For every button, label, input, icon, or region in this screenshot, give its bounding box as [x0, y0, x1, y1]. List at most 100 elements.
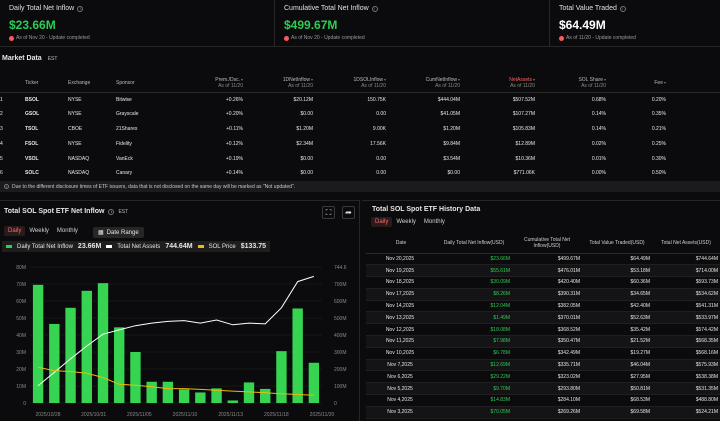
col-1d-inflow[interactable]: 1DNetInflow As of 11/20: [243, 75, 313, 93]
legend-swatch-price: [197, 245, 204, 248]
cell-rank: 2: [0, 111, 3, 118]
table-row: Nov 3,2025 $70.05M $269.26M $69.58M $524.21M: [366, 406, 720, 419]
chart-legend: Daily Total Net Inflow 23.66M Total Net …: [2, 241, 270, 252]
cell-oned: $0.00: [300, 111, 313, 118]
x-tick-label: 2025/11/13: [218, 412, 243, 418]
disclosure-notice: i Due to the different disclosure times …: [0, 181, 720, 192]
table-row[interactable]: 5 VSOL NASDAQ VanEck +0.19% $0.00 0.00 $3.54M $1…: [0, 151, 720, 166]
table-row: Nov 11,2025 $7.98M $350.47M $21.52M $568.35M: [366, 335, 720, 348]
x-tick-label: 2025/10/31: [81, 412, 106, 418]
col-net-assets[interactable]: NetAssets As of 11/20: [460, 75, 535, 93]
x-tick-label: 2025/11/20: [310, 412, 335, 418]
cell-cum: $370.01M: [512, 311, 582, 325]
info-icon[interactable]: i: [619, 5, 626, 12]
cell-traded: $42.40M: [582, 300, 652, 313]
cell-sponsor: Fidelity: [116, 140, 132, 147]
date-range-button[interactable]: ▦ Date Range: [93, 227, 144, 238]
cell-daily: $7.98M: [436, 335, 512, 348]
y-left-tick-label: 0: [23, 401, 26, 407]
cell-prem: +0.20%: [225, 111, 243, 118]
table-row: Nov 18,2025 $30.09M $420.40M $60.36M $593.73…: [366, 276, 720, 289]
table-row: Nov 6,2025 $29.22M $323.02M $27.95M $538.38M: [366, 370, 720, 384]
cell-cum: $284.10M: [512, 394, 582, 407]
stat-daily-inflow: Daily Total Net Inflow i $23.66M As of No…: [0, 0, 275, 47]
info-icon[interactable]: i: [108, 208, 115, 215]
cell-cum: $293.80M: [512, 382, 582, 396]
col-fee[interactable]: Fee: [606, 75, 666, 93]
cell-traded: $27.95M: [582, 370, 652, 384]
info-icon[interactable]: i: [77, 5, 84, 12]
tab-monthly[interactable]: Monthly: [423, 219, 445, 225]
cell-date: Nov 19,2025: [366, 264, 436, 278]
table-row[interactable]: 1 BSOL NYSE Bitwise +0.26% $20.12M 150.75K $444…: [0, 92, 720, 107]
tab-weekly[interactable]: Weekly: [29, 228, 49, 234]
cell-daily: $14.83M: [436, 394, 512, 407]
calendar-icon: ▦: [98, 230, 104, 236]
cell-share: 0.14%: [591, 111, 606, 118]
col-exchange[interactable]: Exchange: [68, 75, 116, 93]
cell-assets: $524.21M: [652, 406, 720, 419]
table-row: Nov 13,2025 $1.49M $370.01M $52.63M $533.97M: [366, 311, 720, 325]
cell-ticker: GSOL: [25, 111, 40, 118]
bar-daily-inflow: [97, 283, 109, 403]
cell-fee: 0.25%: [651, 140, 666, 147]
col-1d-sol-inflow[interactable]: 1DSOLInflow As of 11/20: [313, 75, 386, 93]
bar-daily-inflow: [276, 351, 287, 403]
sort-icon: [311, 78, 313, 81]
cell-date: Nov 20,2025: [366, 253, 436, 266]
market-data-table: Ticker Exchange Sponsor Prem./Dsc. As of …: [0, 75, 720, 181]
cell-traded: $60.36M: [582, 276, 652, 289]
table-row[interactable]: 4 FSOL NYSE Fidelity +0.12% $2.34M 17.56K $9.84…: [0, 136, 720, 151]
col-cum-inflow: Cumulative Total Net Inflow(USD): [512, 233, 582, 254]
col-ticker[interactable]: Ticker: [25, 75, 68, 93]
col-sponsor[interactable]: Sponsor: [116, 75, 173, 93]
cell-cum: $368.52M: [512, 323, 582, 337]
tab-weekly[interactable]: Weekly: [396, 219, 416, 225]
cell-date: Nov 3,2025: [366, 406, 436, 419]
tab-daily[interactable]: Daily: [4, 226, 26, 236]
table-row: Nov 19,2025 $55.61M $476.01M $53.18M $714.00…: [366, 264, 720, 278]
fullscreen-icon[interactable]: ⛶: [322, 206, 335, 219]
cell-rank: 4: [0, 140, 3, 147]
cell-net: $12.89M: [515, 140, 535, 147]
table-row[interactable]: 2 GSOL NYSE Grayscale +0.20% $0.00 0.00 $41.05M…: [0, 107, 720, 122]
y-right-tick-label: 744.6: [334, 265, 347, 271]
cell-traded: $52.63M: [582, 311, 652, 325]
cell-ticker: BSOL: [25, 96, 39, 103]
tab-monthly[interactable]: Monthly: [56, 228, 78, 234]
cell-daily: $44.48M: [436, 418, 512, 421]
net-inflow-chart[interactable]: 80M 70M 60M 50M 40M 30M 20M 10M 0 744.6 700M 600M 50…: [0, 255, 360, 421]
legend-swatch-inflow: [6, 245, 12, 248]
info-icon[interactable]: i: [371, 5, 378, 12]
cell-traded: $21.52M: [582, 335, 652, 348]
cell-assets: $593.73M: [652, 276, 720, 289]
share-icon[interactable]: ➦: [342, 206, 355, 219]
sort-icon: [241, 78, 243, 81]
cell-date: Nov 5,2025: [366, 382, 436, 396]
line-sol-price: [37, 366, 314, 396]
cell-daily: $70.05M: [436, 406, 512, 419]
col-sol-share[interactable]: SOL Share As of 11/20: [535, 75, 606, 93]
history-title: Total SOL Spot ETF History Data: [372, 206, 481, 213]
col-prem[interactable]: Prem./Dsc. As of 11/20: [173, 75, 243, 93]
cell-cum: $390.31M: [512, 288, 582, 301]
cell-sponsor: Bitwise: [116, 96, 132, 103]
y-right-tick-label: 0: [334, 401, 337, 407]
col-date: Date: [366, 233, 436, 254]
col-cum-inflow[interactable]: CumNetInflow As of 11/20: [386, 75, 460, 93]
cell-oned: $2.34M: [296, 140, 313, 147]
table-row[interactable]: 3 TSOL CBOE 21Shares +0.11% $1.20M 9.00K $1.20M…: [0, 122, 720, 137]
bar-daily-inflow: [243, 382, 255, 403]
x-tick-label: 2025/11/18: [264, 412, 289, 418]
tab-daily[interactable]: Daily: [371, 217, 393, 227]
table-row: Nov 7,2025 $12.69M $335.71M $46.04M $575.93M: [366, 359, 720, 372]
cell-date: Nov 7,2025: [366, 359, 436, 372]
bar-daily-inflow: [65, 307, 76, 403]
table-row[interactable]: 6 SOLC NASDAQ Canary +0.14% $0.00 0.00 $0.00 $77…: [0, 166, 720, 181]
cell-prem: +0.14%: [225, 170, 243, 177]
y-left-tick-label: 20M: [16, 367, 26, 373]
cell-assets: $531.35M: [652, 382, 720, 396]
cell-traded: $69.58M: [582, 406, 652, 419]
stat-label: Daily Total Net Inflow: [9, 5, 75, 12]
cell-ticker: SOLC: [25, 170, 39, 177]
